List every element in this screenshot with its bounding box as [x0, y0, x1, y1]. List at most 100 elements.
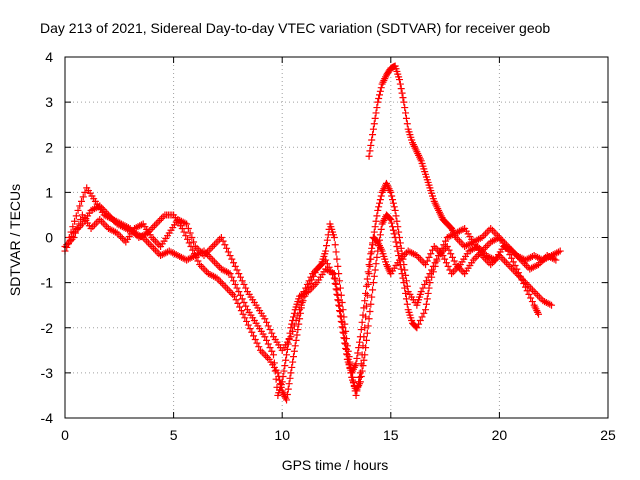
data-point [370, 272, 378, 280]
data-point [431, 259, 439, 267]
series-arc-3 [61, 211, 560, 377]
data-point [219, 237, 227, 245]
data-point [426, 279, 434, 287]
data-point [362, 282, 370, 290]
data-point [231, 280, 239, 288]
data-point [400, 98, 408, 106]
data-point [340, 313, 348, 321]
data-point [268, 329, 276, 337]
data-point [235, 288, 243, 296]
data-point [400, 261, 408, 269]
data-point [426, 270, 434, 278]
data-point [418, 313, 426, 321]
data-point [367, 250, 375, 258]
data-point [370, 228, 378, 236]
data-point [323, 260, 331, 268]
data-point [377, 84, 385, 92]
x-tick-label: 10 [274, 427, 290, 443]
data-point [337, 317, 345, 325]
data-point [77, 215, 85, 223]
data-point [417, 288, 425, 296]
y-axis-label: SDTVAR / TECUs [7, 184, 23, 296]
data-point [150, 244, 158, 252]
data-point [209, 243, 217, 251]
data-point [499, 255, 507, 263]
data-point [336, 307, 344, 315]
data-point [144, 239, 152, 247]
data-point [403, 300, 411, 308]
data-point [234, 299, 242, 307]
data-point [290, 322, 298, 330]
data-point [361, 297, 369, 305]
data-point [232, 296, 240, 304]
data-point [372, 260, 380, 268]
data-point [363, 329, 371, 337]
data-point [365, 152, 373, 160]
data-point [78, 197, 86, 205]
data-point [506, 262, 514, 270]
data-point [299, 297, 307, 305]
x-tick-label: 0 [61, 427, 69, 443]
data-point [374, 98, 382, 106]
data-point [387, 215, 395, 223]
data-point [370, 120, 378, 128]
y-tick-label: -3 [41, 365, 54, 381]
data-point [397, 244, 405, 252]
data-point [212, 239, 220, 247]
data-point [368, 244, 376, 252]
data-point [387, 188, 395, 196]
data-point [442, 237, 450, 245]
data-point [337, 291, 345, 299]
data-point [183, 220, 191, 228]
data-point [184, 235, 192, 243]
data-point [285, 380, 293, 388]
data-point [421, 280, 429, 288]
data-point [416, 255, 424, 263]
data-point [447, 250, 455, 258]
data-point [340, 334, 348, 342]
data-point [118, 234, 126, 242]
data-point [214, 261, 222, 269]
data-point [270, 351, 278, 359]
data-point [73, 224, 81, 232]
data-point [481, 230, 489, 238]
data-point [444, 262, 452, 270]
data-point [363, 275, 371, 283]
data-point [420, 259, 428, 267]
data-point [264, 340, 272, 348]
data-point [281, 362, 289, 370]
data-point [367, 141, 375, 149]
data-point [397, 265, 405, 273]
data-point [74, 206, 82, 214]
data-point [323, 242, 331, 250]
data-point [376, 231, 384, 239]
data-point [96, 215, 104, 223]
data-point [349, 373, 357, 381]
data-point [325, 263, 333, 271]
data-point [443, 243, 451, 251]
data-point [242, 302, 250, 310]
data-point [207, 244, 215, 252]
data-point [217, 234, 225, 241]
data-point [283, 345, 291, 353]
data-point [362, 289, 370, 297]
data-point [290, 309, 298, 317]
data-point [233, 266, 241, 274]
data-point [354, 382, 362, 390]
data-point [276, 376, 284, 384]
data-point [190, 238, 198, 246]
data-point [364, 268, 372, 276]
data-point [261, 333, 269, 341]
data-point [528, 298, 536, 306]
data-point [433, 255, 441, 263]
data-point [366, 255, 374, 263]
data-point [372, 217, 380, 225]
data-point [284, 385, 292, 393]
data-point [238, 295, 246, 303]
data-point [423, 295, 431, 303]
data-point [360, 356, 368, 364]
data-point [156, 216, 164, 224]
data-point [367, 300, 375, 308]
data-point [230, 292, 238, 300]
